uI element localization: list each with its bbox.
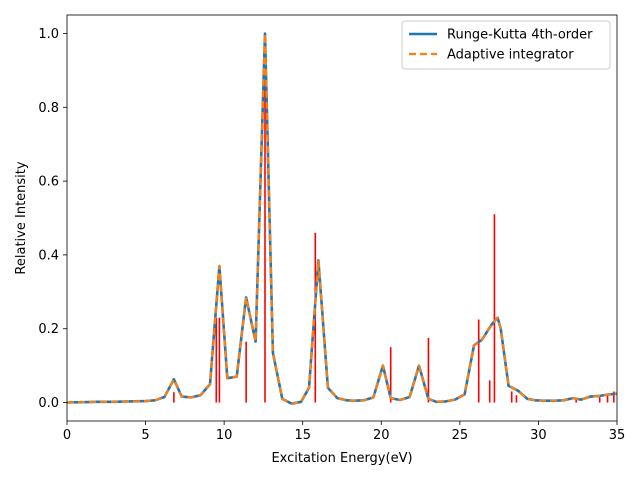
x-axis-ticks: 0 5 10 15 20 25 30 35 (63, 421, 625, 443)
y-tick-label: 0.4 (38, 248, 59, 263)
x-tick-label: 35 (609, 428, 626, 443)
x-tick-label: 10 (216, 428, 233, 443)
legend: Runge-Kutta 4th-order Adaptive integrato… (401, 20, 611, 70)
series-line-adaptive (66, 32, 618, 405)
x-tick-label: 15 (294, 428, 311, 443)
y-axis-ticks: 0.0 0.2 0.4 0.6 0.8 1.0 (38, 27, 67, 411)
x-tick-label: 0 (63, 428, 71, 443)
x-tick-label: 20 (373, 428, 390, 443)
y-tick-label: 0.6 (38, 175, 59, 190)
legend-entry-adaptive: Adaptive integrator (447, 48, 574, 63)
series-lines (66, 32, 618, 406)
y-tick-label: 0.8 (38, 101, 59, 116)
legend-box (401, 20, 611, 70)
x-tick-label: 25 (452, 428, 469, 443)
x-axis-label: Excitation Energy(eV) (271, 451, 412, 466)
x-tick-label: 5 (141, 428, 149, 443)
y-tick-label: 1.0 (38, 27, 59, 42)
y-tick-label: 0.2 (38, 322, 59, 337)
y-axis-label: Relative Intensity (14, 161, 29, 274)
legend-entry-rk4: Runge-Kutta 4th-order (447, 28, 593, 43)
x-tick-label: 30 (530, 428, 547, 443)
plot-frame (66, 14, 618, 422)
y-tick-label: 0.0 (38, 396, 59, 411)
